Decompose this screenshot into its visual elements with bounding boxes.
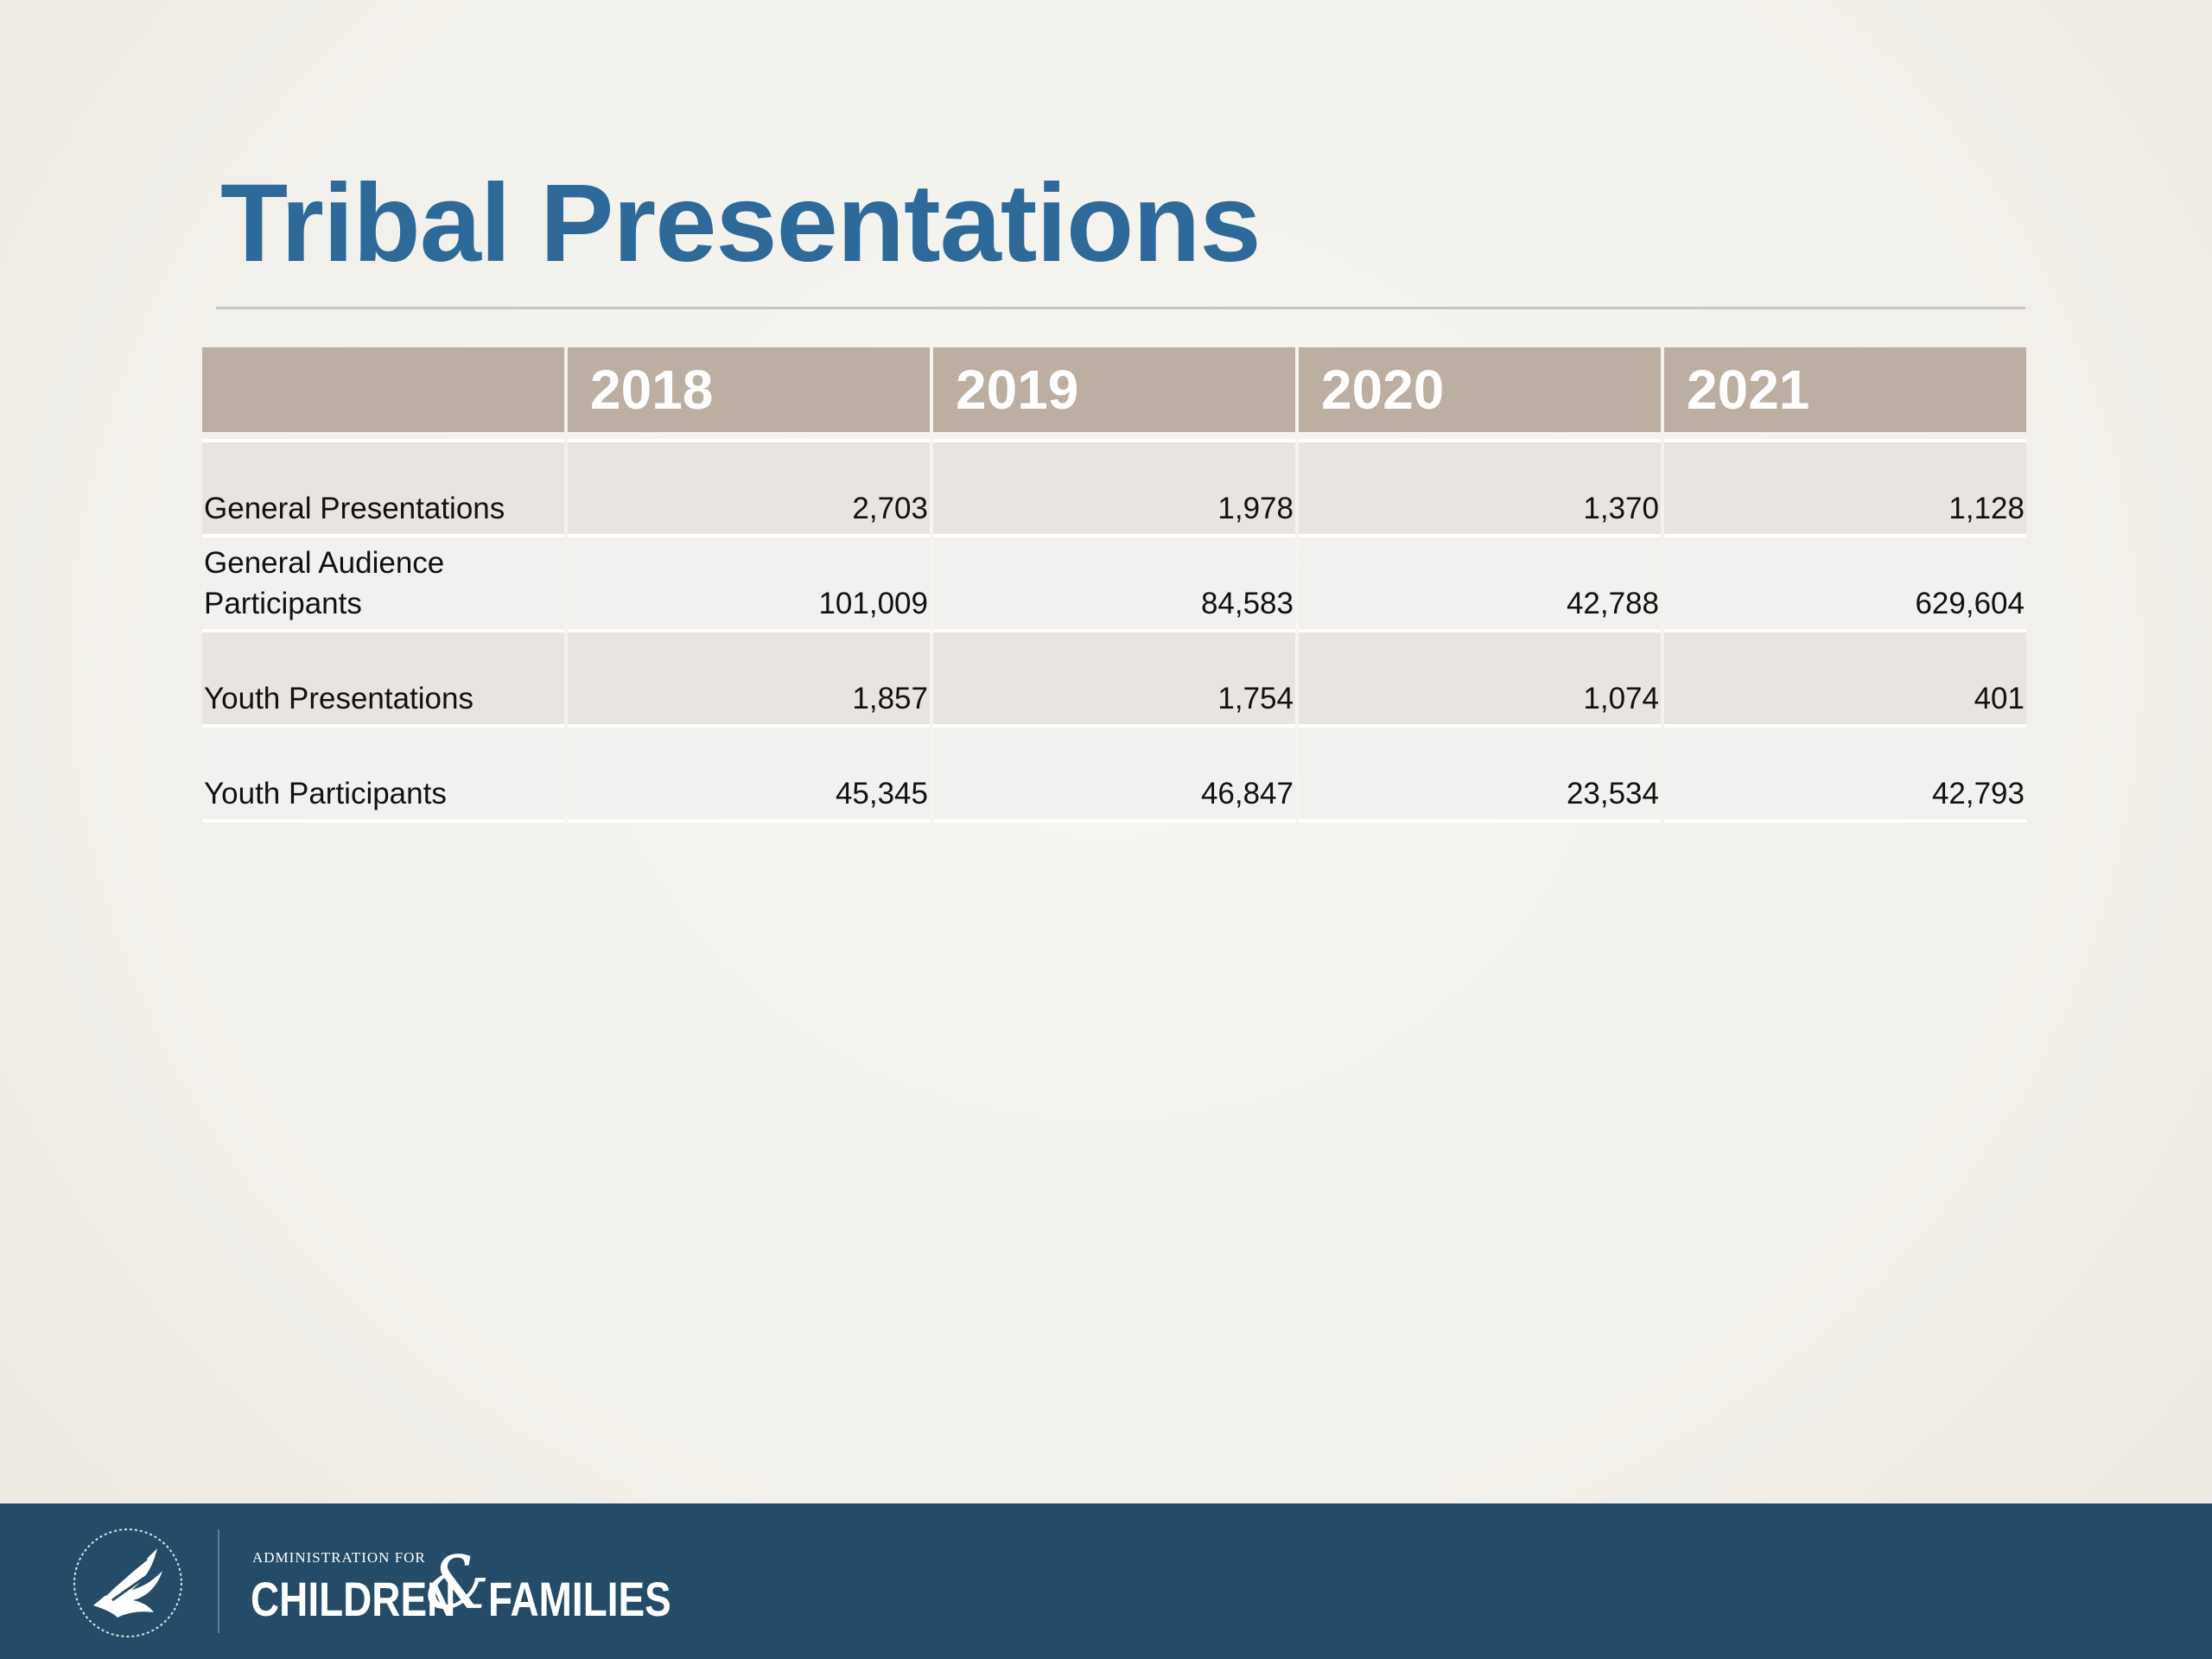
presentations-table: 2018 2019 2020 2021 General Presentation…	[199, 347, 2030, 823]
row-label: General Audience Participants	[202, 537, 564, 632]
row-label: Youth Participants	[202, 728, 564, 823]
org-name-children: CHILDREN	[251, 1572, 456, 1626]
hhs-eagle-seal-icon	[73, 1529, 182, 1637]
table-cell: 1,370	[1299, 442, 1661, 537]
org-ampersand: &	[425, 1541, 490, 1625]
header-year-2021: 2021	[1664, 347, 2026, 432]
table-cell: 1,978	[933, 442, 1295, 537]
table-cell: 629,604	[1664, 537, 2026, 632]
header-corner-cell	[202, 347, 564, 432]
row-label: General Presentations	[202, 442, 564, 537]
row-label: Youth Presentations	[202, 632, 564, 728]
footer-bar: ADMINISTRATION FOR CHILDREN & FAMILIES	[0, 1503, 2212, 1659]
table-cell: 23,534	[1299, 728, 1661, 823]
table-cell: 42,788	[1299, 537, 1661, 632]
slide-title: Tribal Presentations	[220, 162, 1261, 285]
table-cell: 1,857	[568, 632, 930, 728]
table-cell: 1,754	[933, 632, 1295, 728]
table-row: General Audience Participants 101,009 84…	[202, 537, 2026, 632]
org-name-families: FAMILIES	[488, 1572, 671, 1626]
table-row: Youth Presentations 1,857 1,754 1,074 40…	[202, 632, 2026, 728]
table-row: Youth Participants 45,345 46,847 23,534 …	[202, 728, 2026, 823]
table-cell: 1,128	[1664, 442, 2026, 537]
table-cell: 45,345	[568, 728, 930, 823]
header-year-2019: 2019	[933, 347, 1295, 432]
table-cell: 101,009	[568, 537, 930, 632]
title-divider	[216, 307, 2025, 309]
table-cell: 401	[1664, 632, 2026, 728]
table-row: General Presentations 2,703 1,978 1,370 …	[202, 442, 2026, 537]
table-header-row: 2018 2019 2020 2021	[202, 347, 2026, 432]
header-year-2020: 2020	[1299, 347, 1661, 432]
table-cell: 2,703	[568, 442, 930, 537]
header-spacer-row	[202, 432, 2026, 442]
table-cell: 84,583	[933, 537, 1295, 632]
table-cell: 46,847	[933, 728, 1295, 823]
table-cell: 1,074	[1299, 632, 1661, 728]
footer-divider	[218, 1529, 219, 1633]
table-cell: 42,793	[1664, 728, 2026, 823]
header-year-2018: 2018	[568, 347, 930, 432]
org-prefix: ADMINISTRATION FOR	[252, 1549, 426, 1566]
